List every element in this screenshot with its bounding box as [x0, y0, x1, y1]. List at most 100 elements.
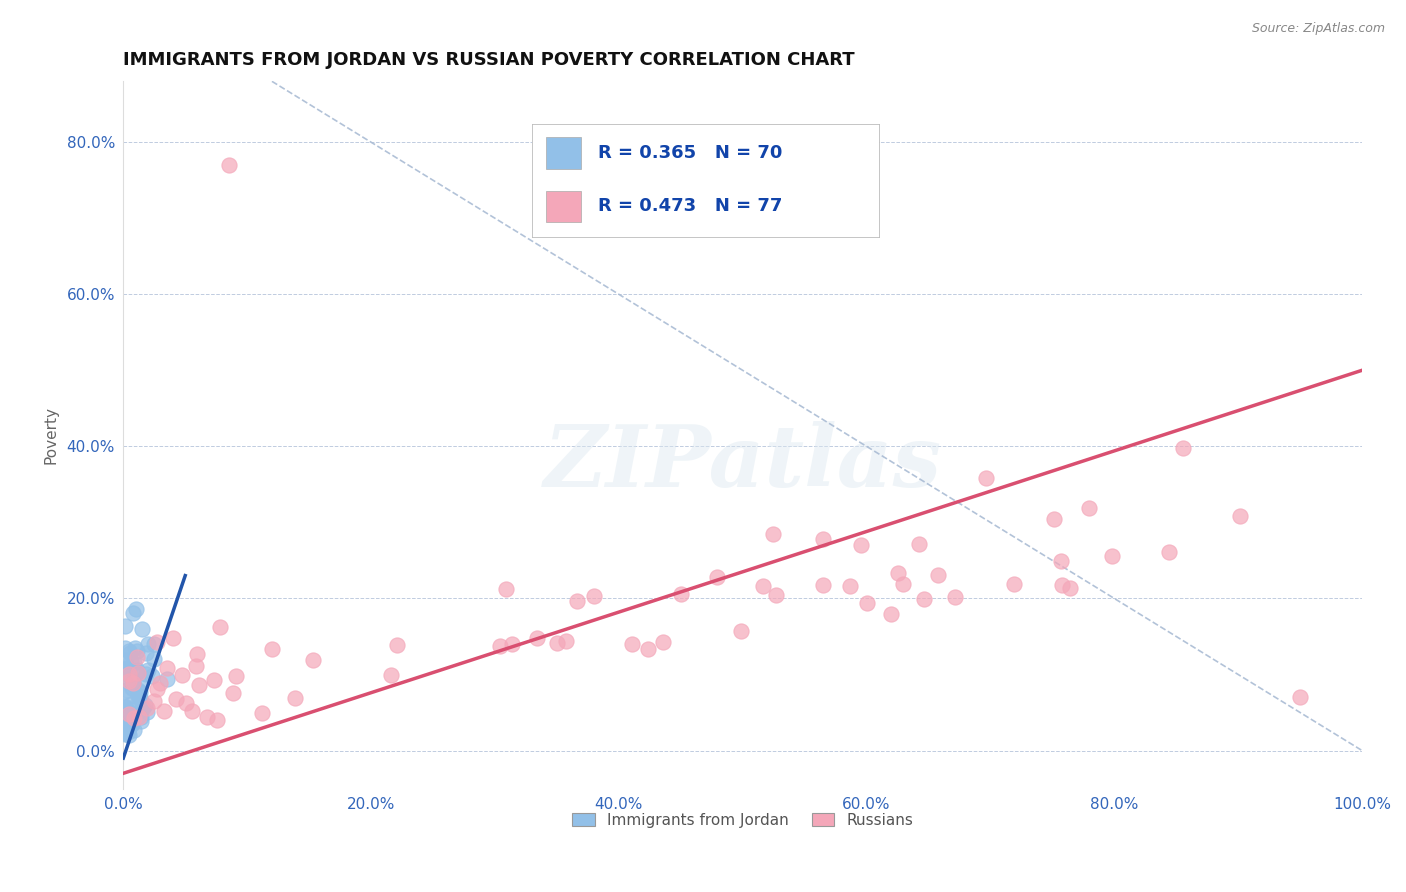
Point [114, 619, 136, 633]
Point [1101, 549, 1123, 563]
Point [131, 701, 153, 715]
Point [114, 684, 136, 698]
Point [208, 620, 231, 634]
Point [912, 591, 935, 606]
Legend: Immigrants from Jordan, Russians: Immigrants from Jordan, Russians [565, 806, 920, 834]
Point [122, 676, 145, 690]
Point [120, 712, 142, 726]
Point [118, 667, 141, 681]
Point [186, 659, 208, 673]
Point [1049, 554, 1071, 568]
Point [260, 641, 283, 656]
Point [125, 650, 148, 665]
Point [124, 723, 146, 738]
Point [114, 713, 136, 727]
Point [146, 634, 169, 648]
Point [136, 637, 159, 651]
Point [115, 661, 138, 675]
Point [114, 723, 136, 738]
Point [128, 677, 150, 691]
Point [114, 725, 136, 739]
Point [120, 654, 142, 668]
Point [385, 638, 408, 652]
Point [118, 702, 141, 716]
Point [188, 677, 211, 691]
Point [887, 566, 910, 580]
Point [114, 702, 136, 716]
Point [730, 624, 752, 639]
Point [927, 567, 949, 582]
Point [170, 668, 193, 682]
Point [129, 709, 152, 723]
Y-axis label: Poverty: Poverty [44, 406, 58, 464]
Point [181, 704, 204, 718]
Point [118, 674, 141, 689]
Point [136, 705, 159, 719]
Point [567, 594, 589, 608]
Point [1171, 441, 1194, 455]
Point [762, 527, 785, 541]
Point [195, 709, 218, 723]
Point [127, 682, 149, 697]
Point [838, 579, 860, 593]
Point [115, 706, 138, 721]
Point [811, 578, 834, 592]
Point [651, 635, 673, 649]
Point [974, 471, 997, 485]
Point [121, 717, 143, 731]
Point [751, 579, 773, 593]
Point [114, 699, 136, 714]
Point [136, 663, 159, 677]
Point [174, 696, 197, 710]
Point [127, 644, 149, 658]
Point [142, 637, 165, 651]
Point [218, 158, 240, 172]
Point [1059, 581, 1081, 595]
Point [120, 712, 142, 726]
Point [637, 642, 659, 657]
Point [252, 706, 274, 720]
Point [115, 682, 138, 697]
Point [135, 701, 157, 715]
Point [849, 538, 872, 552]
Text: IMMIGRANTS FROM JORDAN VS RUSSIAN POVERTY CORRELATION CHART: IMMIGRANTS FROM JORDAN VS RUSSIAN POVERT… [124, 51, 855, 69]
Point [1050, 578, 1073, 592]
Point [120, 671, 142, 685]
Point [114, 640, 136, 655]
Point [141, 669, 163, 683]
Point [620, 637, 643, 651]
Point [142, 694, 165, 708]
Point [121, 712, 143, 726]
Point [114, 669, 136, 683]
Point [202, 673, 225, 688]
Point [186, 647, 208, 661]
Point [856, 597, 879, 611]
Point [162, 632, 184, 646]
Point [128, 689, 150, 703]
Point [127, 663, 149, 677]
Point [115, 717, 138, 731]
Point [120, 717, 142, 731]
Point [115, 716, 138, 731]
Point [114, 727, 136, 741]
Point [495, 582, 517, 596]
Point [134, 698, 156, 713]
Point [501, 637, 523, 651]
Point [765, 587, 787, 601]
Point [148, 676, 170, 690]
Point [117, 722, 139, 736]
Point [143, 652, 166, 666]
Point [118, 644, 141, 658]
Point [129, 690, 152, 704]
Point [114, 724, 136, 739]
Point [125, 665, 148, 679]
Point [125, 706, 148, 720]
Point [1159, 545, 1181, 559]
Point [554, 634, 576, 648]
Point [222, 686, 245, 700]
Point [114, 653, 136, 667]
Point [669, 587, 692, 601]
Point [121, 606, 143, 620]
Point [124, 640, 146, 655]
Point [122, 711, 145, 725]
